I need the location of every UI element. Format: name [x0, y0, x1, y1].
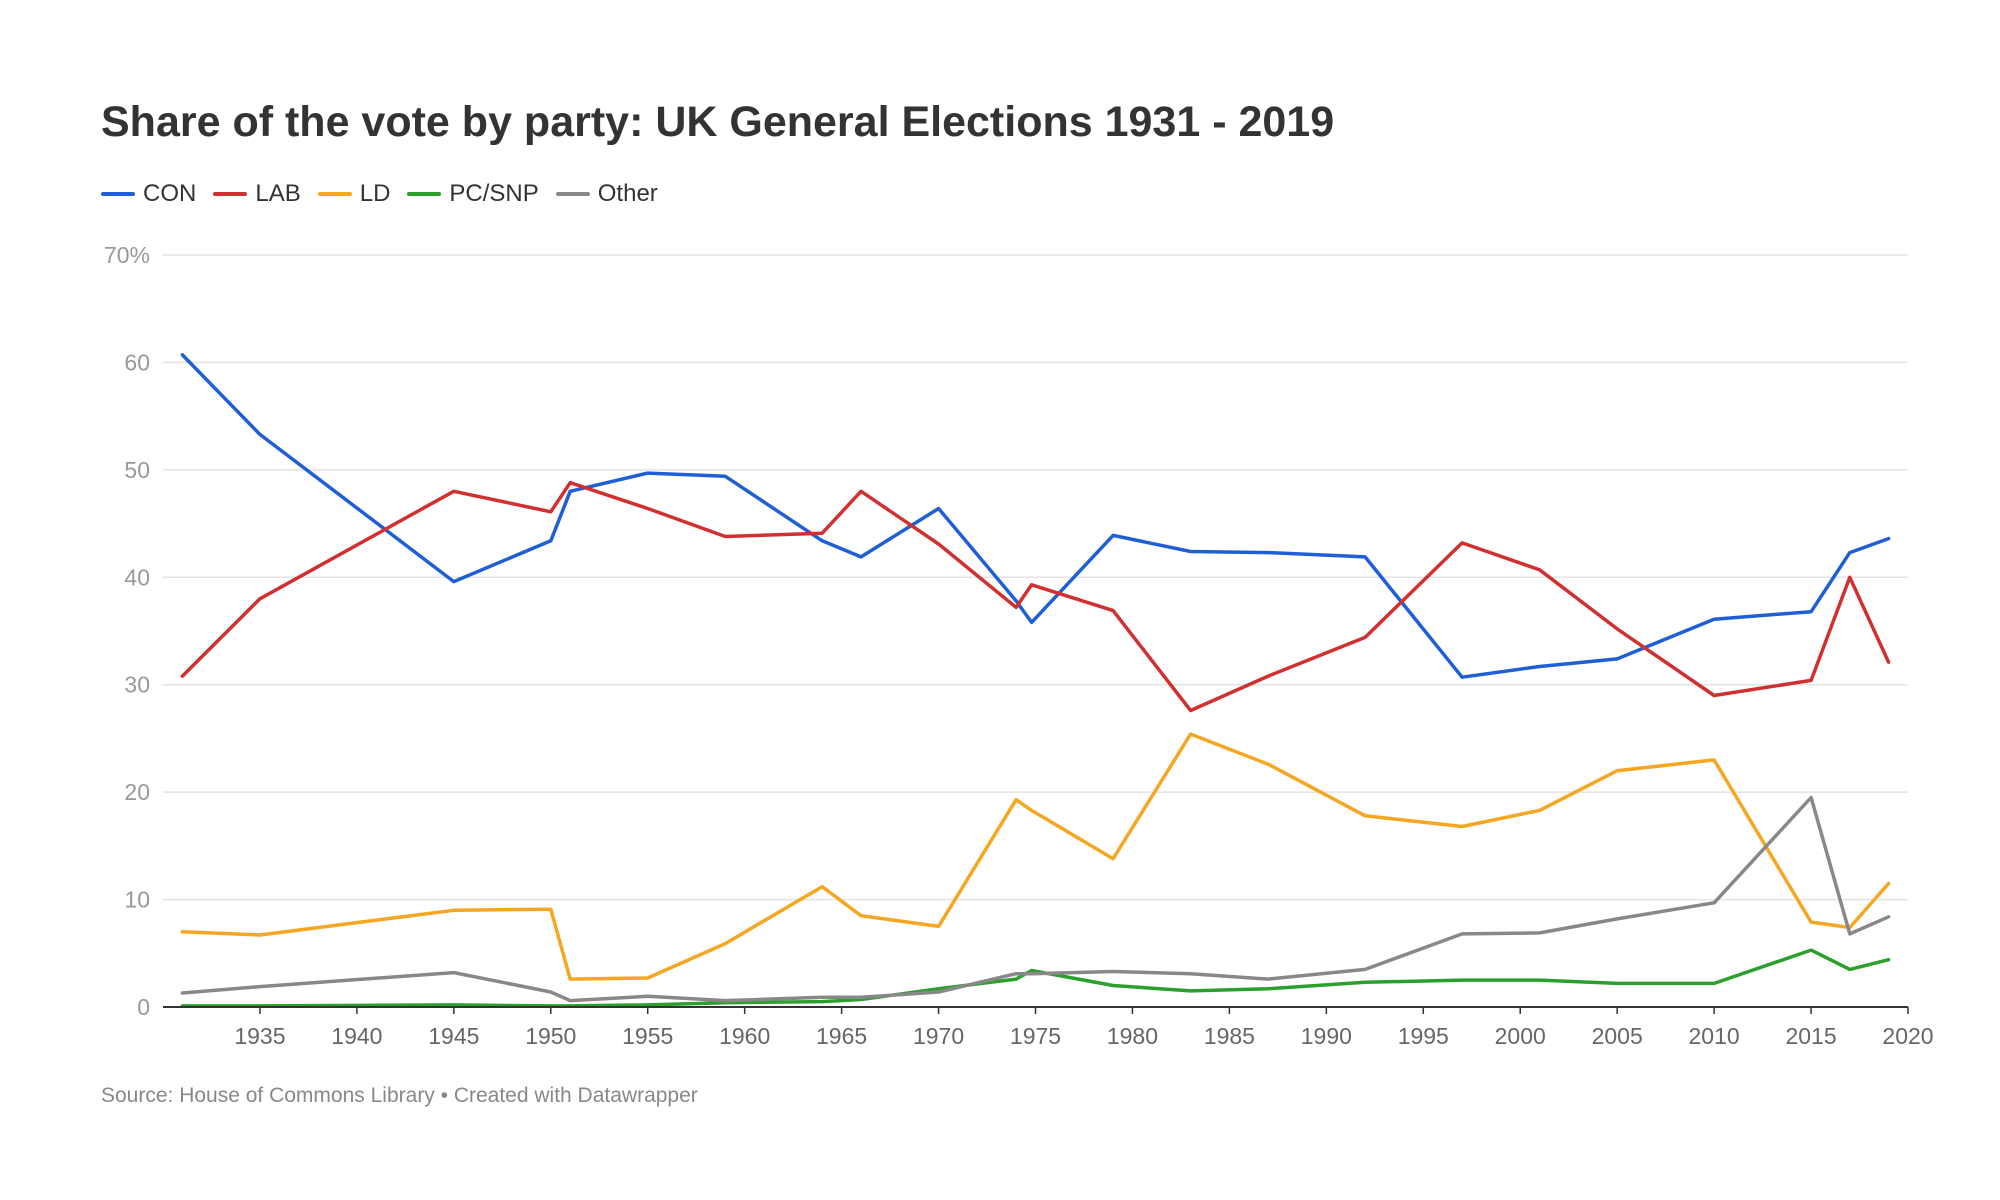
legend: CON LAB LD PC/SNP Other	[101, 180, 675, 208]
y-tick-label: 50	[124, 457, 150, 483]
x-tick-label: 1995	[1398, 1023, 1449, 1049]
x-tick-label: 1985	[1204, 1023, 1255, 1049]
legend-label-pc-snp: PC/SNP	[449, 180, 539, 207]
x-tick-label: 2020	[1882, 1023, 1933, 1049]
legend-swatch-pc-snp	[407, 192, 442, 196]
y-tick-label: 70%	[104, 242, 150, 268]
y-tick-label: 20	[124, 779, 150, 805]
x-tick-label: 1950	[525, 1023, 576, 1049]
x-tick-label: 1960	[719, 1023, 770, 1049]
series-line-lab	[180, 480, 1891, 713]
x-tick-label: 1980	[1107, 1023, 1158, 1049]
y-tick-label: 60	[124, 349, 150, 375]
legend-item-con: CON	[101, 180, 196, 208]
legend-label-other: Other	[597, 180, 658, 207]
legend-swatch-ld	[317, 192, 352, 196]
y-tick-label: 30	[124, 672, 150, 698]
x-tick-label: 1940	[331, 1023, 382, 1049]
legend-label-ld: LD	[359, 180, 391, 207]
y-tick-label: 0	[137, 994, 150, 1020]
y-tick-label: 10	[124, 887, 150, 913]
x-tick-label: 2015	[1785, 1023, 1836, 1049]
x-tick-label: 1935	[234, 1023, 285, 1049]
legend-item-other: Other	[555, 180, 658, 208]
legend-item-ld: LD	[317, 180, 391, 208]
series-line-ld	[180, 732, 1891, 981]
legend-label-lab: LAB	[255, 180, 301, 207]
legend-item-lab: LAB	[213, 180, 301, 208]
series-line-other	[180, 795, 1891, 1003]
x-tick-label: 1975	[1010, 1023, 1061, 1049]
x-tick-label: 2005	[1592, 1023, 1643, 1049]
legend-item-pc-snp: PC/SNP	[407, 180, 539, 208]
series-line-pc-snp	[180, 948, 1891, 1008]
source-note: Source: House of Commons Library • Creat…	[101, 1084, 698, 1107]
y-tick-label: 40	[124, 564, 150, 590]
x-tick-label: 1990	[1301, 1023, 1352, 1049]
legend-swatch-other	[555, 192, 590, 196]
series-line-con	[180, 353, 1891, 679]
legend-swatch-lab	[213, 192, 248, 196]
legend-swatch-con	[101, 192, 135, 196]
x-tick-label: 1970	[913, 1023, 964, 1049]
x-tick-label: 1955	[622, 1023, 673, 1049]
x-tick-label: 1965	[816, 1023, 867, 1049]
legend-label-con: CON	[143, 180, 197, 207]
chart-title: Share of the vote by party: UK General E…	[101, 98, 1335, 146]
x-tick-label: 2000	[1495, 1023, 1546, 1049]
x-tick-label: 1945	[428, 1023, 479, 1049]
x-tick-label: 2010	[1689, 1023, 1740, 1049]
